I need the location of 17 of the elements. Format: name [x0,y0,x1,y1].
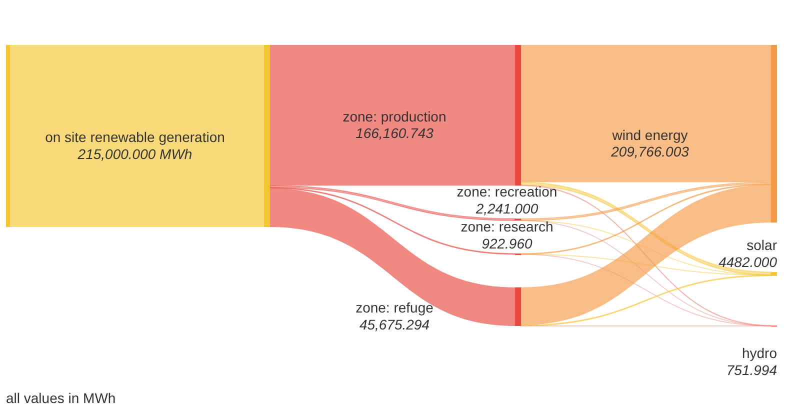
category-label: on site renewable generation [45,129,225,145]
category-label: zone: research [460,218,554,235]
text: all values in MWh [6,390,116,406]
data-label: 922.960 [482,235,533,252]
category-label: solar [746,237,778,254]
data-label: 215,000.000 MWh [76,146,192,162]
category-label: zone: production [342,108,446,124]
data-label: 2,241.000 [474,200,538,216]
data-label: 209,766.003 [610,144,690,160]
category-label: hydro [742,345,778,361]
data-label: 45,675.294 [359,316,430,332]
category-label: zone: refuge [356,300,434,316]
category-label: zone: recreation [456,184,558,200]
data-label: 166,160.743 [356,125,434,142]
data-label: 751.994 [726,362,778,378]
category-label: wind energy [611,126,688,143]
data-label: 4482.000 [718,254,778,270]
